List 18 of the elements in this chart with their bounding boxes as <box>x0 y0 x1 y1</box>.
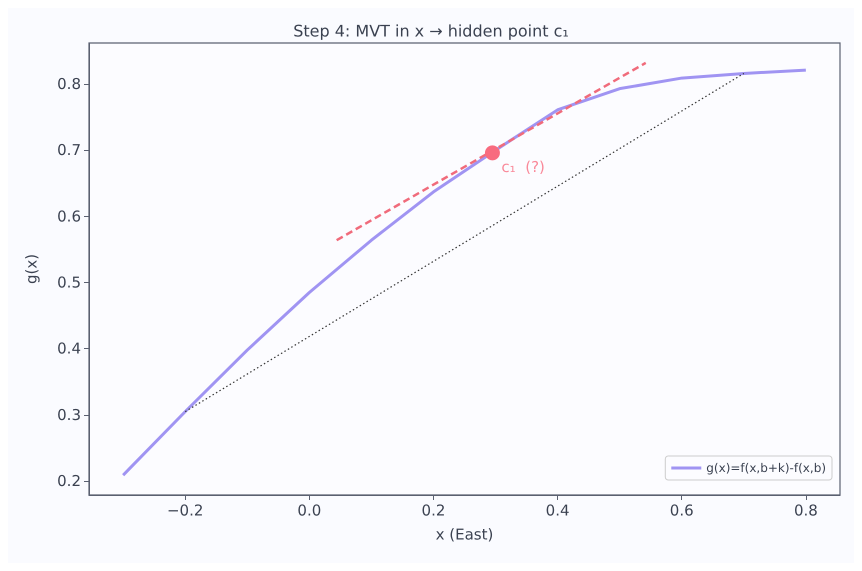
y-tick-label: 0.7 <box>57 141 81 160</box>
y-tick-label: 0.6 <box>57 207 81 226</box>
x-tick-label: 0.2 <box>422 502 446 520</box>
annotation: c₁ (?) <box>501 158 545 176</box>
x-tick-label: −0.2 <box>166 502 204 520</box>
x-tick-label: 0.0 <box>297 502 322 520</box>
x-axis-title: x (East) <box>436 526 494 544</box>
chart-title: Step 4: MVT in x → hidden point c₁ <box>293 22 569 40</box>
y-tick-label: 0.3 <box>57 406 81 424</box>
y-tick-label: 0.8 <box>57 75 81 94</box>
x-tick-label: 0.8 <box>794 502 818 520</box>
x-tick-label: 0.4 <box>546 502 570 520</box>
y-tick-label: 0.2 <box>57 472 81 490</box>
y-tick-label: 0.4 <box>57 340 81 358</box>
y-tick-label: 0.5 <box>57 274 81 292</box>
x-tick-label: 0.6 <box>670 502 694 520</box>
legend-label: g(x)=f(x,b+k)-f(x,b) <box>706 461 826 475</box>
y-axis-title: g(x) <box>22 254 40 284</box>
